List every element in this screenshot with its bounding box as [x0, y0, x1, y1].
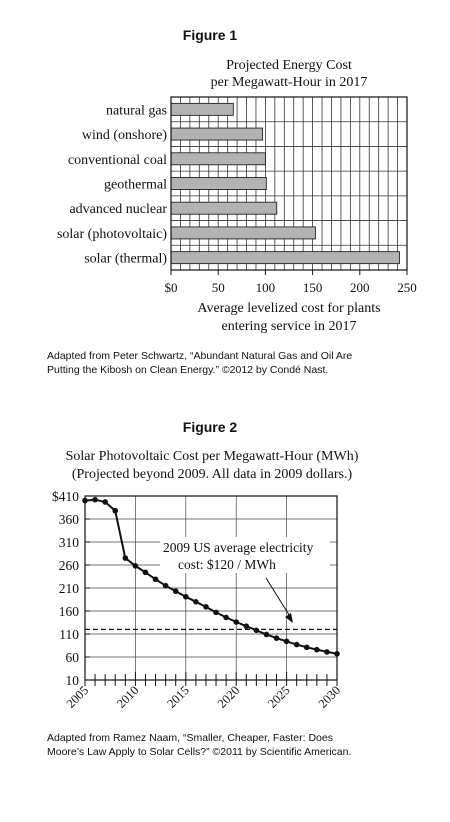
x-tick-label: 2030: [316, 683, 344, 711]
x-tick-label: 200: [350, 280, 370, 295]
category-label: advanced nuclear: [69, 202, 167, 217]
category-label: natural gas: [106, 103, 167, 118]
figure2-credit-line-2: Moore’s Law Apply to Solar Cells?” ©2011…: [47, 746, 351, 758]
x-tick-label: $0: [165, 280, 178, 295]
chart1-xlabel-line-2: entering service in 2017: [222, 319, 357, 334]
x-tick-label: 2025: [265, 683, 293, 711]
data-point-2028: [314, 646, 320, 653]
chart2-title-line-2: (Projected beyond 2009. All data in 2009…: [72, 467, 353, 482]
data-point-2021: [243, 623, 250, 629]
data-point-2016: [193, 599, 199, 605]
data-point-2017: [203, 604, 209, 610]
category-label: geothermal: [104, 178, 167, 193]
chart1-title-line-2: per Megawatt-Hour in 2017: [211, 75, 368, 90]
plot-frame: [170, 96, 408, 271]
x-tick-label: 150: [303, 280, 323, 295]
x-tick-label: 100: [256, 280, 276, 295]
y-tick-label: 160: [59, 604, 80, 619]
y-tick-label: 260: [59, 558, 80, 573]
data-point-2010: [132, 563, 139, 569]
data-point-2027: [303, 644, 310, 651]
category-label: solar (photovoltaic): [57, 227, 167, 242]
data-point-2008: [112, 507, 119, 514]
data-point-2029: [324, 649, 330, 655]
bar-natural-gas: [170, 102, 234, 116]
annotation-box: [160, 537, 330, 573]
y-tick-label: 210: [59, 581, 80, 596]
bar-conventional-coal: [170, 152, 266, 166]
category-label: solar (thermal): [84, 252, 167, 267]
series-line: [84, 498, 338, 655]
data-point-2014: [172, 588, 179, 595]
data-point-2007: [102, 499, 108, 505]
y-tick-label: 310: [59, 535, 80, 550]
annotation-line-1: 2009 US average electricity: [163, 540, 314, 555]
data-point-2011: [142, 569, 149, 576]
figure2-heading: Figure 2: [183, 419, 238, 435]
data-point-2019: [223, 614, 229, 621]
bar-wind-onshore-: [170, 127, 264, 141]
data-point-2009: [122, 555, 129, 561]
x-tick-label: 2015: [164, 683, 192, 711]
data-point-2012: [152, 576, 159, 583]
data-point-2023: [263, 631, 270, 638]
category-label: wind (onshore): [82, 128, 167, 143]
category-label: conventional coal: [68, 153, 167, 168]
y-tick-label: 360: [59, 512, 80, 527]
annotation-line-2: cost: $120 / MWh: [178, 557, 276, 572]
chart2-plot: 2009 US average electricity cost: $120 / …: [52, 489, 343, 711]
figure1-heading: Figure 1: [183, 27, 238, 43]
chart1-plot: natural gas wind (onshore) conventional co…: [57, 96, 417, 295]
data-point-2020: [233, 619, 239, 625]
figure2-credit-line-1: Adapted from Ramez Naam, “Smaller, Cheap…: [47, 732, 333, 744]
data-point-2024: [273, 635, 280, 641]
data-point-2022: [253, 627, 260, 634]
figure1-credit-line-1: Adapted from Peter Schwartz, “Abundant N…: [47, 350, 352, 362]
chart2-title-line-1: Solar Photovoltaic Cost per Megawatt-Hou…: [66, 449, 359, 464]
bar-solar-thermal-: [170, 251, 400, 265]
data-point-2018: [213, 609, 219, 616]
x-tick-label: 2010: [114, 683, 142, 711]
data-point-2013: [162, 582, 169, 589]
data-point-2006: [92, 496, 98, 503]
y-tick-label: 10: [66, 673, 80, 688]
bar-advanced-nuclear: [170, 201, 278, 215]
y-tick-label: 110: [59, 627, 79, 642]
data-point-2005: [82, 497, 88, 504]
annotation-arrow: [265, 577, 292, 619]
x-tick-label: 2020: [215, 683, 243, 711]
bar-geothermal: [170, 177, 267, 190]
x-tick-label: 50: [212, 280, 225, 295]
data-point-2015: [183, 593, 189, 600]
figure1-credit-line-2: Putting the Kibosh on Clean Energy.” ©20…: [47, 364, 328, 376]
data-point-2030: [334, 650, 340, 657]
chart1-xlabel-line-1: Average levelized cost for plants: [197, 301, 380, 316]
annotation-arrowhead: [285, 613, 293, 623]
bar-solar-photovoltaic-: [170, 226, 316, 240]
x-tick-label: 250: [397, 280, 417, 295]
y-tick-label: $410: [52, 489, 79, 504]
data-point-2026: [293, 641, 300, 648]
data-point-2025: [283, 638, 290, 645]
y-tick-label: 60: [66, 650, 80, 665]
chart1-title-line-1: Projected Energy Cost: [226, 58, 352, 73]
